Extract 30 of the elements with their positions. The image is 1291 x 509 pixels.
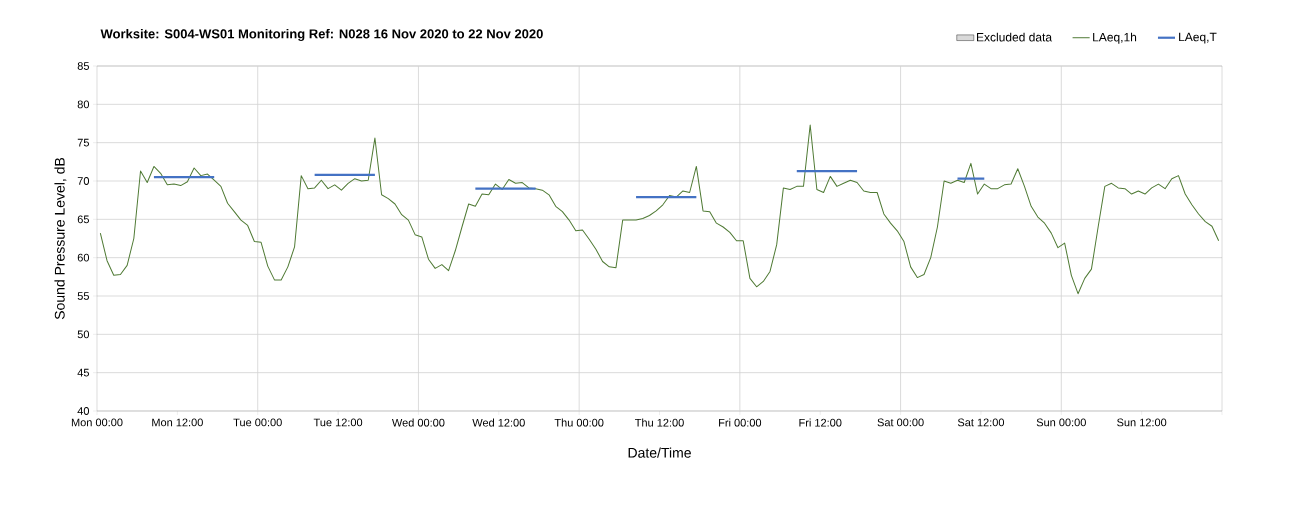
x-tick-label: Fri 12:00	[799, 418, 842, 427]
y-axis-title: Sound Pressure Level, dB	[54, 157, 67, 320]
x-tick-label: Wed 00:00	[391, 418, 445, 427]
x-tick-label: Sun 00:00	[1036, 418, 1086, 427]
chart-title: Worksite: S004-WS01 Monitoring Ref: N028 16 Nov 2020 to 22 Nov 2020	[100, 28, 543, 42]
y-tick-label: 85	[77, 62, 89, 70]
y-tick-label: 80	[77, 100, 90, 109]
x-tick-label: Mon 12:00	[152, 418, 203, 427]
x-tick-label: Sat 12:00	[957, 418, 1005, 427]
x-tick-label: Sun 12:00	[1117, 418, 1167, 427]
x-tick-label: Sat 00:00	[877, 418, 924, 427]
x-tick-label: Thu 12:00	[634, 418, 684, 427]
y-tick-label: 45	[77, 368, 89, 377]
y-tick-label: 50	[77, 330, 90, 339]
x-tick-label: Thu 00:00	[554, 418, 604, 427]
legend-label: LAeq,1h	[1093, 32, 1137, 44]
y-tick-label: 65	[77, 215, 89, 224]
x-tick-label: Tue 00:00	[233, 418, 282, 427]
y-tick-label: 75	[77, 138, 89, 147]
legend-label: LAeq,T	[1179, 32, 1217, 44]
x-tick-label: Fri 00:00	[719, 418, 762, 427]
y-tick-label: 40	[77, 407, 90, 415]
y-tick-label: 60	[77, 253, 90, 262]
x-tick-label: Wed 12:00	[472, 418, 525, 427]
y-tick-label: 55	[77, 292, 89, 300]
x-tick-label: Tue 12:00	[313, 418, 363, 427]
x-tick-label: Mon 00:00	[71, 418, 123, 427]
y-tick-label: 70	[77, 177, 90, 185]
legend-label: Excluded data	[977, 32, 1053, 42]
x-axis-title: Date/Time	[628, 447, 691, 458]
